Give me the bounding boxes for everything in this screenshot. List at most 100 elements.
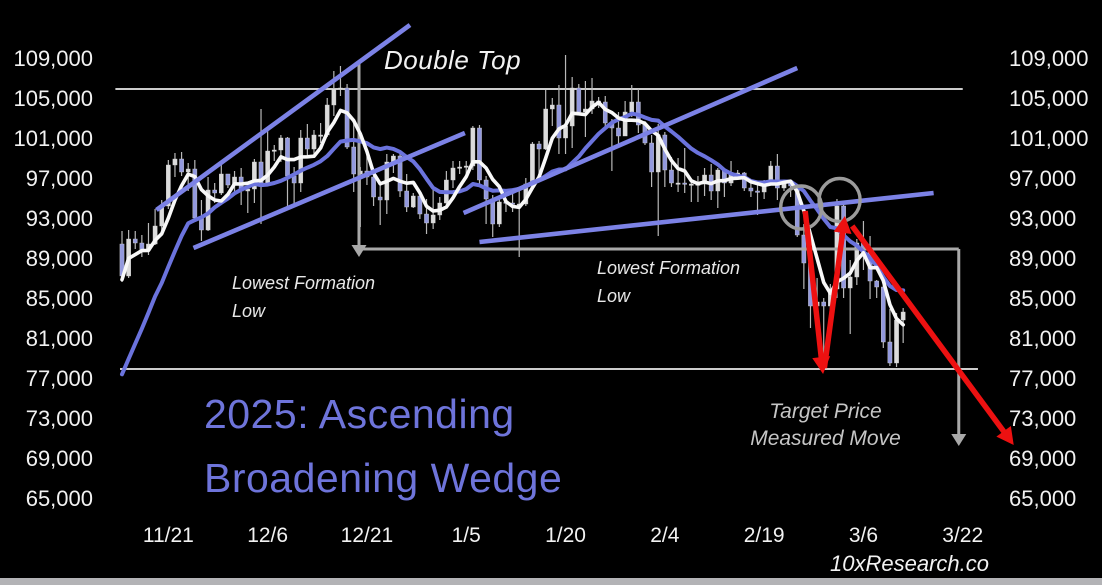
y-axis-label-left: 81,000 xyxy=(25,326,93,351)
candle-body xyxy=(430,214,436,224)
y-axis-label-left: 69,000 xyxy=(25,446,93,471)
candle-body xyxy=(702,174,707,185)
candle-body xyxy=(450,167,456,181)
candle-body xyxy=(755,190,760,193)
candle-body xyxy=(457,166,462,169)
candle-body xyxy=(550,104,555,110)
y-axis-label-right: 93,000 xyxy=(1009,206,1077,231)
x-axis-label: 12/21 xyxy=(340,524,394,547)
chart-title-line2: Broadening Wedge xyxy=(204,455,563,501)
candle-body xyxy=(629,101,635,113)
y-axis-label-right: 69,000 xyxy=(1009,446,1077,471)
red-arrow-line-3 xyxy=(849,224,1011,440)
chart-title: 2025: Ascending Broadening Wedge xyxy=(204,382,562,510)
red-arrow-line-1 xyxy=(802,210,825,366)
y-axis-label-left: 101,000 xyxy=(13,126,93,151)
y-axis-label-right: 109,000 xyxy=(1009,46,1089,71)
trendline-inner-rising-left xyxy=(192,130,466,251)
candle-body xyxy=(225,173,231,186)
double-top-circle-2 xyxy=(817,176,862,224)
y-axis-label-right: 89,000 xyxy=(1009,246,1077,271)
red-arrow-head-3 xyxy=(996,425,1014,445)
x-axis-label: 11/21 xyxy=(142,524,194,547)
measured-move-left-arrowhead xyxy=(351,245,367,257)
candle-body xyxy=(543,108,548,150)
y-axis-label-left: 109,000 xyxy=(13,46,93,71)
x-axis-label: 1/5 xyxy=(451,524,481,547)
candle-body xyxy=(689,183,694,186)
x-axis-label: 2/4 xyxy=(650,524,680,547)
measured-move-right-arrowhead xyxy=(951,434,967,446)
lowest-formation-line2: Low xyxy=(597,286,631,306)
lowest-formation-line1: Lowest Formation xyxy=(232,273,376,293)
candle-body xyxy=(556,104,562,139)
y-axis-label-left: 85,000 xyxy=(25,286,93,311)
candle-body xyxy=(152,225,158,245)
candle-body xyxy=(338,87,343,90)
x-axis-label: 12/6 xyxy=(247,524,289,547)
candle-body xyxy=(894,319,899,364)
candle-body xyxy=(424,213,429,224)
candle-body xyxy=(258,161,264,184)
candle-body xyxy=(874,280,879,288)
candle-body xyxy=(377,196,383,201)
candle-body xyxy=(132,238,138,244)
candle-body xyxy=(218,173,224,194)
candle-body xyxy=(775,165,780,189)
candle-body xyxy=(298,137,304,184)
lowest-formation-line1: Lowest Formation xyxy=(597,258,741,278)
candle-body xyxy=(576,87,582,113)
y-axis-label-right: 105,000 xyxy=(1009,86,1089,111)
candle-body xyxy=(397,155,403,192)
y-axis-label-right: 97,000 xyxy=(1009,166,1077,191)
y-axis-label-right: 77,000 xyxy=(1009,366,1077,391)
y-axis-label-right: 85,000 xyxy=(1009,286,1077,311)
candle-body xyxy=(569,87,575,127)
target-price-line2: Measured Move xyxy=(750,427,901,450)
double-top-label: Double Top xyxy=(384,45,522,75)
candle-body xyxy=(351,146,357,175)
candle-body xyxy=(900,311,906,321)
candle-body xyxy=(179,158,184,173)
candle-body xyxy=(530,143,535,185)
red-arrow-line-2 xyxy=(821,224,847,369)
red-arrow-head-2 xyxy=(833,216,852,235)
y-axis-label-left: 77,000 xyxy=(25,366,93,391)
x-axis-label: 2/19 xyxy=(743,524,785,547)
y-axis-label-right: 101,000 xyxy=(1009,126,1089,151)
candle-body xyxy=(887,341,893,364)
y-axis-label-left: 97,000 xyxy=(25,166,93,191)
candle-body xyxy=(821,301,827,307)
candle-body xyxy=(649,142,654,173)
candle-body xyxy=(166,164,171,207)
x-axis-label: 3/6 xyxy=(848,524,879,547)
candle-body xyxy=(497,201,502,225)
candle-body xyxy=(271,149,277,152)
candle-body xyxy=(331,88,337,106)
candle-body xyxy=(622,111,628,137)
candle-body xyxy=(318,134,323,137)
candle-body xyxy=(602,101,608,124)
y-axis-label-left: 105,000 xyxy=(13,86,93,111)
target-price-line1: Target Price xyxy=(769,400,882,423)
bottom-edge-strip xyxy=(0,578,1102,585)
y-axis-label-left: 73,000 xyxy=(25,406,93,431)
candle-body xyxy=(847,276,853,289)
chart-title-line1: 2025: Ascending xyxy=(204,391,515,437)
x-axis-label: 3/22 xyxy=(942,524,984,547)
y-axis-label-left: 89,000 xyxy=(25,246,93,271)
ma-line-fast-white xyxy=(120,100,905,327)
y-axis-label-right: 81,000 xyxy=(1009,326,1077,351)
trendline-wedge-upper-left xyxy=(155,23,412,212)
y-axis-label-right: 73,000 xyxy=(1009,406,1077,431)
y-axis-label-left: 65,000 xyxy=(25,486,93,511)
candle-body xyxy=(278,137,284,151)
ma-line-slow-purple xyxy=(120,111,906,377)
candle-body xyxy=(410,195,416,208)
candle-body xyxy=(172,158,178,166)
candle-body xyxy=(675,182,681,185)
candle-body xyxy=(477,127,482,181)
trendline-inner-rising-mid xyxy=(462,65,799,216)
